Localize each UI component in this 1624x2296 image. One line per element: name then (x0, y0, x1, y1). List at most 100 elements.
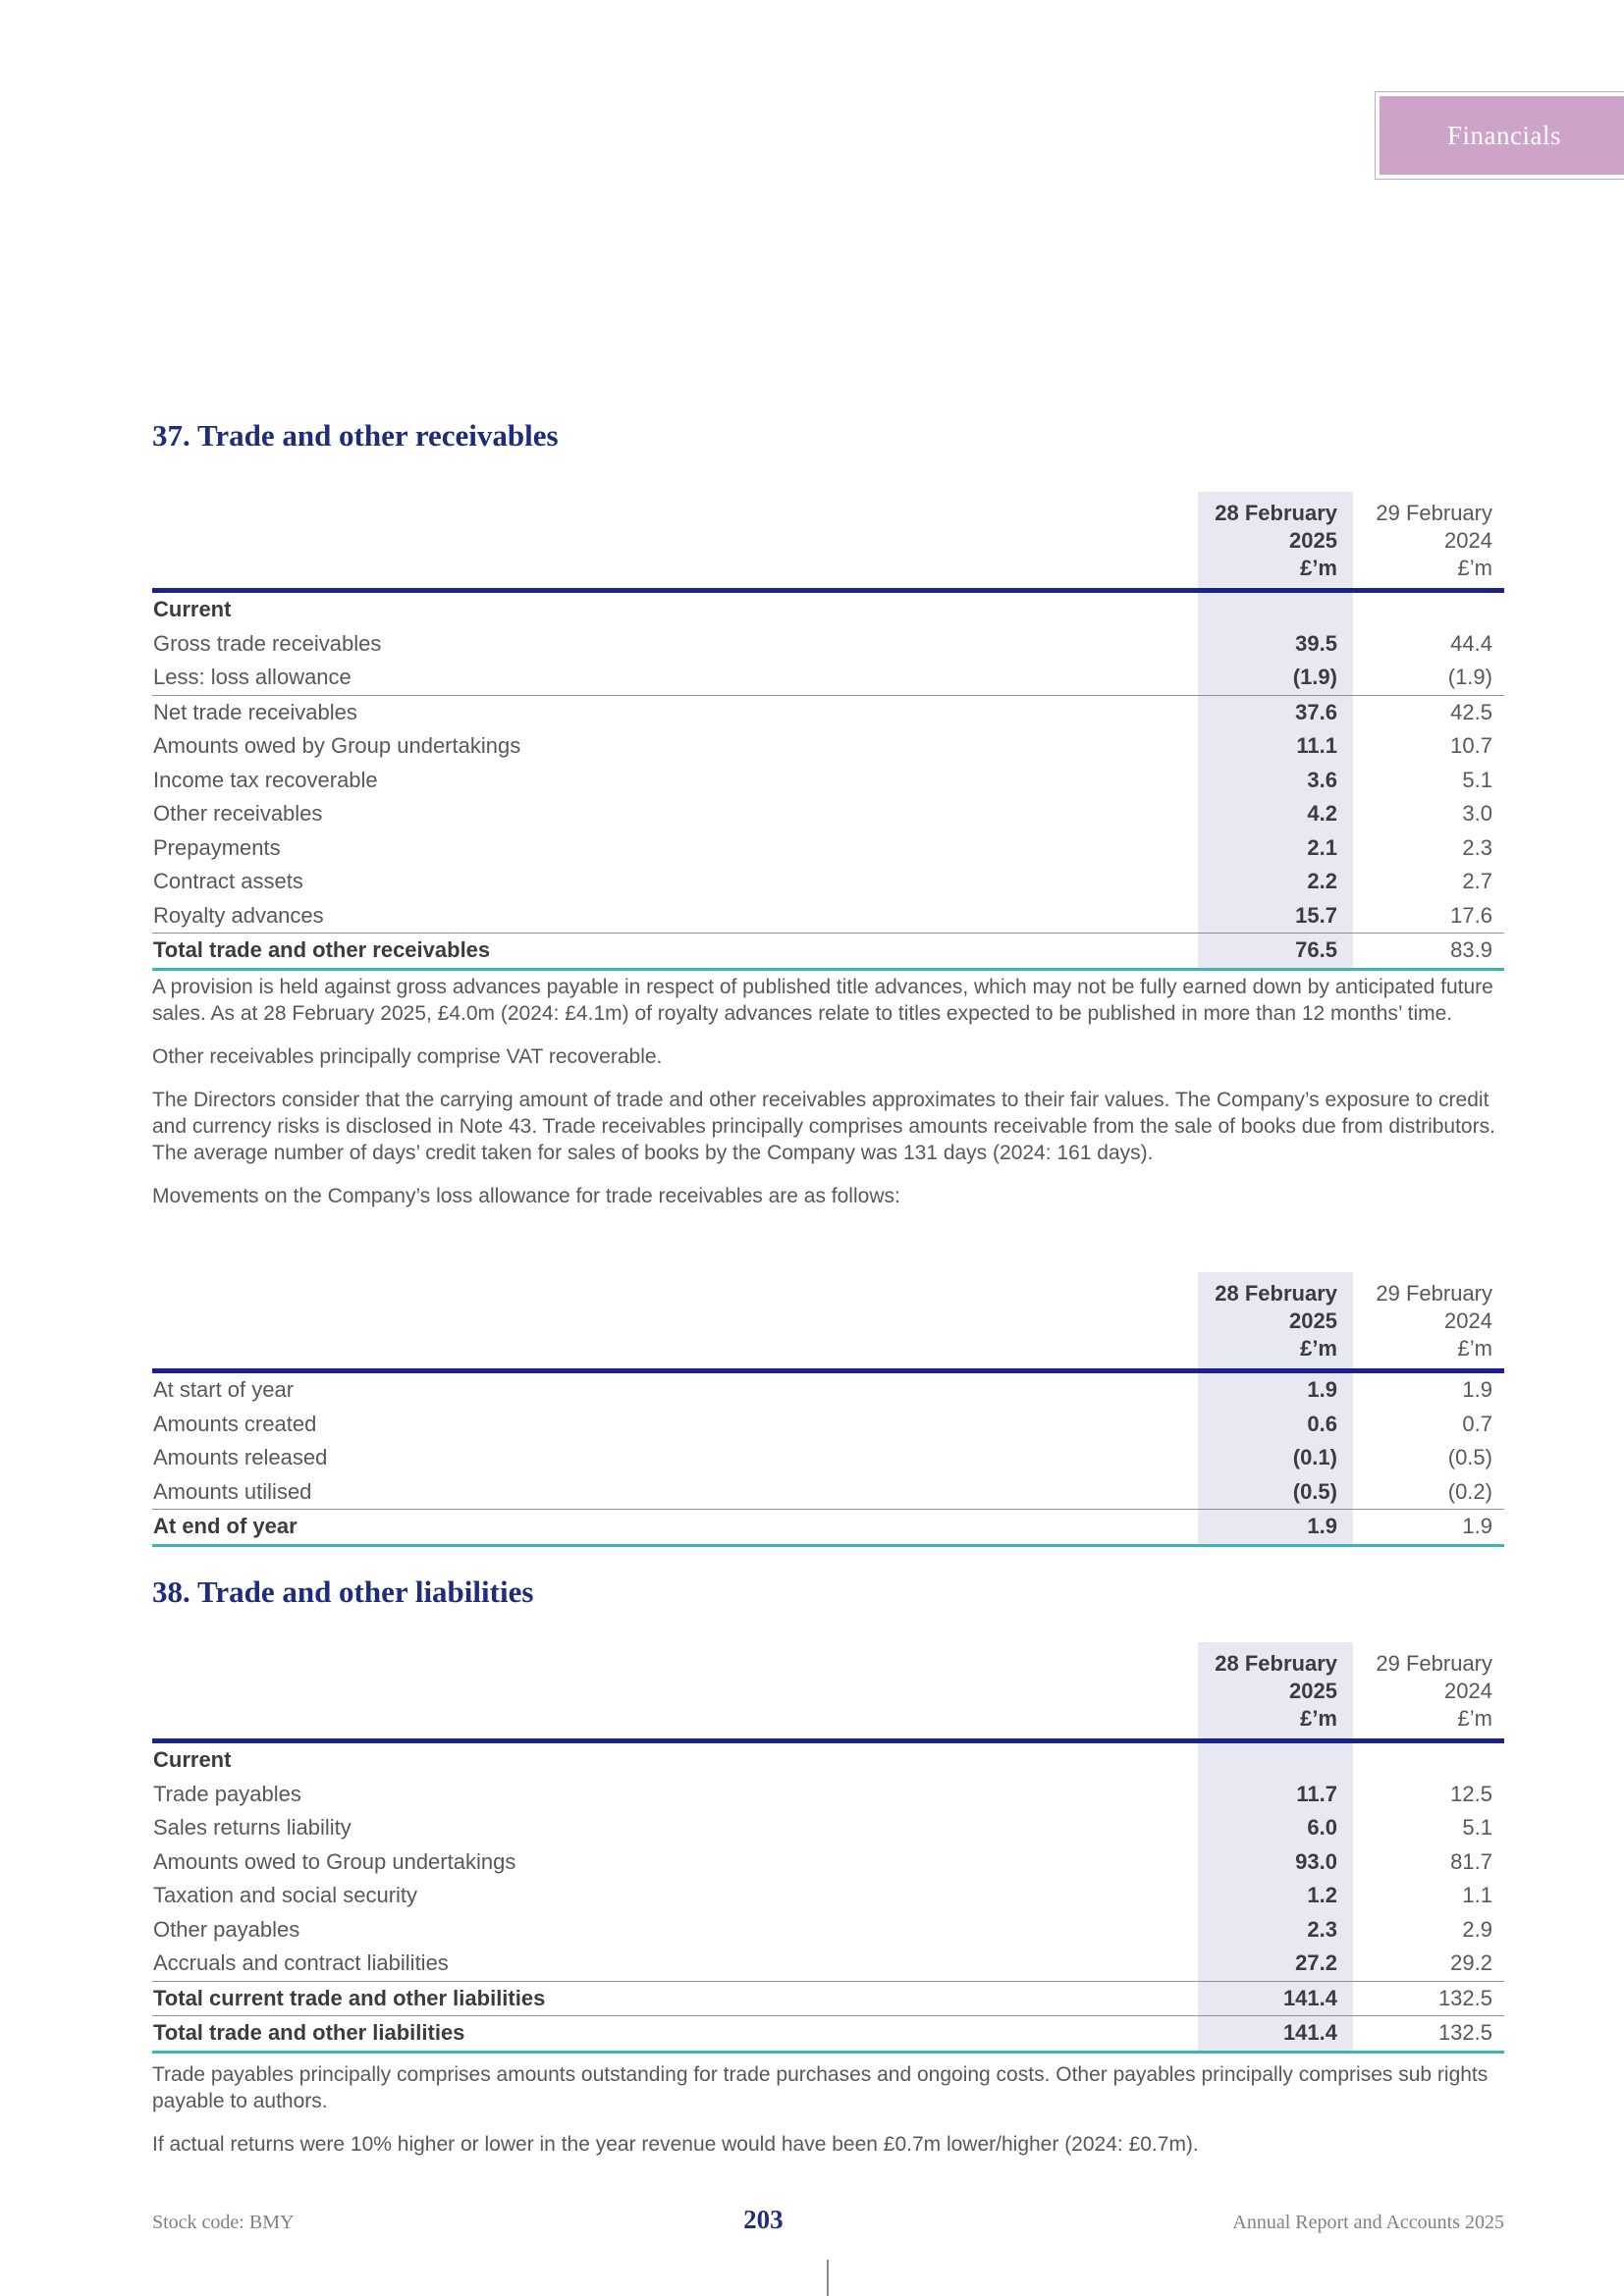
column-header-2024: 29 February 2024 £’m (1353, 1642, 1504, 1743)
table-row: Amounts owed by Group undertakings 11.1 10… (152, 729, 1504, 764)
value-2025: 2.3 (1198, 1912, 1353, 1947)
table-row: Sales returns liability 6.0 5.1 (152, 1811, 1504, 1845)
section-37-paragraphs: A provision is held against gross advanc… (152, 974, 1512, 1209)
row-label: Taxation and social security (153, 1883, 418, 1908)
value-2024: 1.1 (1462, 1883, 1492, 1908)
table-row: Amounts owed to Group undertakings 93.0 81… (152, 1844, 1504, 1879)
value-2025: 76.5 (1198, 933, 1353, 971)
table-row: At end of year 1.9 1.9 (152, 1509, 1504, 1547)
liabilities-table-body: Current Trade payables 11.7 12.5 Sales retur… (152, 1740, 1504, 2054)
header-line: 29 February (1376, 501, 1492, 525)
page-number: 203 (743, 2205, 784, 2234)
loss-allowance-table-wrap: 28 February 2025 £’m 29 February 2024 £’m At … (152, 1272, 1504, 1547)
value-2025: 2.1 (1198, 830, 1353, 865)
header-row: 28 February 2025 £’m 29 February 2024 £’m (152, 492, 1504, 593)
value-2024: 5.1 (1462, 767, 1492, 792)
value-2025: 1.2 (1198, 1879, 1353, 1913)
liabilities-table: 28 February 2025 £’m 29 February 2024 £’m Cur… (152, 1642, 1504, 2054)
row-label: Royalty advances (152, 898, 1198, 934)
value-2025 (1198, 1740, 1353, 1778)
column-header-empty (152, 492, 1198, 593)
paragraph: Trade payables principally comprises amo… (152, 2063, 1489, 2112)
table-row: Trade payables 11.7 12.5 (152, 1777, 1504, 1811)
receivables-table-wrap: 28 February 2025 £’m 29 February 2024 £’m Cur… (152, 492, 1504, 971)
loss-allowance-table-header: 28 February 2025 £’m 29 February 2024 £’m (152, 1272, 1504, 1373)
loss-allowance-table-body: At start of year 1.9 1.9 Amounts created 0.6… (152, 1370, 1504, 1547)
receivables-table-header: 28 February 2025 £’m 29 February 2024 £’m (152, 492, 1504, 593)
row-label: At start of year (153, 1377, 295, 1403)
header-line: £’m (1457, 556, 1492, 580)
value-2024: 1.9 (1353, 1509, 1504, 1547)
table-row: Current (152, 590, 1504, 627)
column-header-empty (152, 1642, 1198, 1743)
header-line: 2024 (1444, 1679, 1492, 1703)
value-2025: 0.6 (1198, 1407, 1353, 1441)
value-2025: 4.2 (1198, 797, 1353, 831)
paragraph: The Directors consider that the carrying… (152, 1089, 1495, 1164)
receivables-table-body: Current Gross trade receivables 39.5 44.4 Le… (152, 590, 1504, 971)
value-2025: 141.4 (1198, 1981, 1353, 2016)
paragraph: A provision is held against gross advanc… (152, 976, 1493, 1025)
header-line: 2024 (1444, 1308, 1492, 1333)
value-2024: 44.4 (1450, 630, 1492, 656)
value-2025: 3.6 (1198, 763, 1353, 797)
header-line: 28 February (1215, 1281, 1337, 1306)
row-label: Prepayments (153, 834, 281, 860)
value-2025: 15.7 (1198, 898, 1353, 934)
table-row: Other payables 2.3 2.9 (152, 1912, 1504, 1947)
header-line: £’m (1457, 1336, 1492, 1361)
page-footer: Stock code: BMY 203 Annual Report and Ac… (152, 2205, 1504, 2235)
value-2024 (1353, 1741, 1504, 1778)
row-label: Amounts owed by Group undertakings (153, 733, 521, 759)
table-row: Amounts utilised (0.5) (0.2) (152, 1474, 1504, 1510)
value-2024: 10.7 (1450, 733, 1492, 759)
value-2024: 132.5 (1353, 2015, 1504, 2054)
value-2024: 42.5 (1450, 699, 1492, 724)
value-2024: 17.6 (1353, 898, 1504, 934)
column-header-2025: 28 February 2025 £’m (1198, 492, 1353, 593)
liabilities-table-wrap: 28 February 2025 £’m 29 February 2024 £’m Cur… (152, 1642, 1504, 2054)
section-tab-label: Financials (1447, 120, 1561, 150)
row-label: Less: loss allowance (152, 661, 1198, 696)
paragraph: Other receivables principally comprise V… (152, 1045, 663, 1068)
loss-allowance-table: 28 February 2025 £’m 29 February 2024 £’m At … (152, 1272, 1504, 1547)
header-line: 2025 (1289, 1679, 1337, 1703)
column-header-empty (152, 1272, 1198, 1373)
header-row: 28 February 2025 £’m 29 February 2024 £’m (152, 1642, 1504, 1743)
header-line: 28 February (1215, 1651, 1337, 1676)
value-2025: 6.0 (1198, 1811, 1353, 1845)
value-2024: 12.5 (1450, 1781, 1492, 1806)
table-row: Royalty advances 15.7 17.6 (152, 898, 1504, 934)
table-row: At start of year 1.9 1.9 (152, 1370, 1504, 1408)
table-row: Net trade receivables 37.6 42.5 (152, 695, 1504, 729)
row-label: Total current trade and other liabilitie… (152, 1981, 1198, 2016)
value-2025: 2.2 (1198, 865, 1353, 899)
header-row: 28 February 2025 £’m 29 February 2024 £’m (152, 1272, 1504, 1373)
value-2024: (0.2) (1353, 1474, 1504, 1510)
row-label: Sales returns liability (153, 1815, 352, 1841)
value-2025: (1.9) (1198, 661, 1353, 696)
value-2025: 1.9 (1198, 1370, 1353, 1408)
value-2025: 37.6 (1198, 695, 1353, 729)
header-line: £’m (1300, 1706, 1337, 1731)
value-2024: 29.2 (1353, 1947, 1504, 1982)
table-row: Amounts released (0.1) (0.5) (152, 1441, 1504, 1475)
header-line: 29 February (1376, 1281, 1492, 1306)
table-row: Contract assets 2.2 2.7 (152, 865, 1504, 899)
row-label: Other payables (153, 1916, 300, 1942)
row-label: Total trade and other receivables (152, 933, 1198, 971)
value-2024: 5.1 (1462, 1815, 1492, 1841)
row-label: Income tax recoverable (153, 767, 378, 792)
row-label: Other receivables (153, 801, 323, 827)
value-2025: 1.9 (1198, 1509, 1353, 1547)
header-line: £’m (1300, 556, 1337, 580)
liabilities-table-header: 28 February 2025 £’m 29 February 2024 £’m (152, 1642, 1504, 1743)
table-row: Accruals and contract liabilities 27.2 29.… (152, 1947, 1504, 1982)
section-38-title: 38. Trade and other liabilities (152, 1575, 534, 1609)
row-label: Trade payables (153, 1781, 301, 1806)
value-2025: 93.0 (1198, 1844, 1353, 1879)
value-2025 (1198, 590, 1353, 627)
row-label: Net trade receivables (153, 699, 357, 724)
column-header-2025: 28 February 2025 £’m (1198, 1642, 1353, 1743)
